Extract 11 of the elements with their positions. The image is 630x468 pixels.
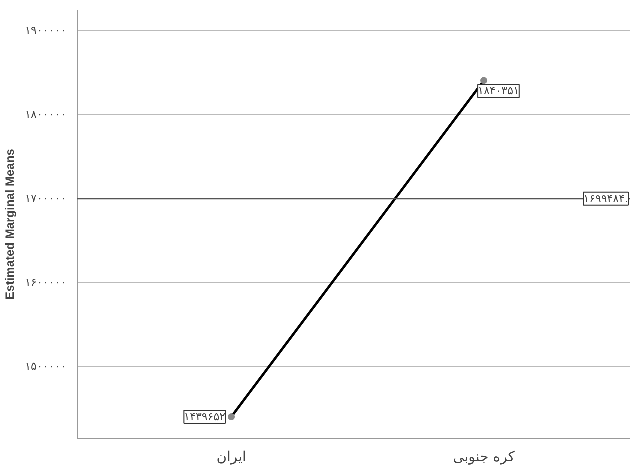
data-label: ۱۸۴۰۳۵۱ (478, 84, 520, 98)
ref-line-label: ۱۶۹۹۴۸۴. (584, 192, 629, 206)
y-tick-label: ۱۸۰۰۰۰۰ (25, 108, 66, 122)
y-tick-label: ۱۶۰۰۰۰۰ (25, 276, 66, 289)
y-tick-label: ۱۷۰۰۰۰۰ (25, 192, 66, 205)
y-tick-label: ۱۹۰۰۰۰۰ (25, 24, 66, 38)
y-tick-label: ۱۵۰۰۰۰۰ (25, 360, 66, 373)
y-axis-title: Estimated Marginal Means (3, 148, 18, 300)
x-tick-label: ایران (216, 450, 246, 466)
x-tick-label: کره جنوبی (453, 450, 516, 466)
data-label: ۱۴۳۹۶۵۲ (184, 410, 226, 424)
